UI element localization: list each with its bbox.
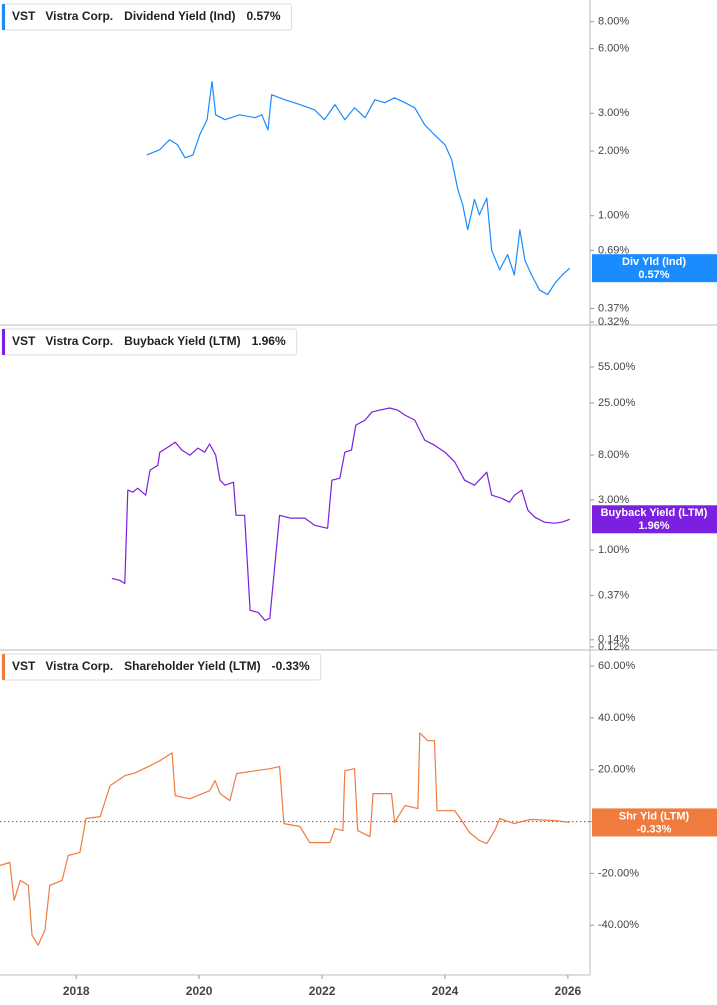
legend: VST Vistra Corp. Buyback Yield (LTM) 1.96% xyxy=(1,328,298,356)
x-tick-label: 2018 xyxy=(63,984,90,998)
value-badge xyxy=(592,505,717,534)
legend-company: Vistra Corp. xyxy=(45,659,113,673)
y-tick-label: 0.14% xyxy=(598,634,629,646)
badge-value: 1.96% xyxy=(638,520,669,532)
y-tick-label: 2.00% xyxy=(598,145,629,157)
y-tick-label: 25.00% xyxy=(598,397,636,409)
y-tick-label: 40.00% xyxy=(598,712,636,724)
legend-value: -0.33% xyxy=(272,659,310,673)
badge-label: Shr Yld (LTM) xyxy=(619,810,690,822)
legend-swatch xyxy=(2,4,5,30)
badge-label: Div Yld (Ind) xyxy=(622,256,686,268)
y-tick-label: 0.37% xyxy=(598,589,629,601)
y-tick-label: 0.12% xyxy=(598,641,629,653)
legend-swatch xyxy=(2,329,5,355)
panel: 55.00% 25.00% 8.00% 3.00% 1.00% 0.37% 0.14%0.1… xyxy=(111,361,717,653)
panel: 60.00%40.00%20.00%0.00%-20.00%-40.00%201… xyxy=(0,660,717,998)
legend-ticker: VST xyxy=(12,659,36,673)
y-tick-label: 0.69% xyxy=(598,244,629,256)
y-tick-label: -20.00% xyxy=(598,867,639,879)
y-tick-label: 8.00% xyxy=(598,449,629,461)
legend-value: 0.57% xyxy=(247,9,281,23)
legend-series: Buyback Yield (LTM) xyxy=(124,334,240,348)
legend-swatch xyxy=(2,654,5,680)
y-tick-label: 3.00% xyxy=(598,107,629,119)
legend-series: Dividend Yield (Ind) xyxy=(124,9,235,23)
y-tick-label: 3.00% xyxy=(598,494,629,506)
y-tick-label: 0.37% xyxy=(598,302,629,314)
y-tick-label: 60.00% xyxy=(598,660,636,672)
y-tick-label: 0.32% xyxy=(598,316,629,328)
y-tick-label: 20.00% xyxy=(598,764,636,776)
y-tick-label: 6.00% xyxy=(598,42,629,54)
y-tick-label: 1.00% xyxy=(598,210,629,222)
legend-ticker: VST xyxy=(12,334,36,348)
legend-value: 1.96% xyxy=(252,334,286,348)
x-tick-label: 2026 xyxy=(555,984,582,998)
value-badge xyxy=(592,808,717,837)
x-tick-label: 2020 xyxy=(186,984,213,998)
series-line xyxy=(146,81,571,296)
y-tick-label: 1.00% xyxy=(598,544,629,556)
y-tick-label: -40.00% xyxy=(598,919,639,931)
legend: VST Vistra Corp. Shareholder Yield (LTM) -0… xyxy=(1,653,322,681)
legend-company: Vistra Corp. xyxy=(45,9,113,23)
panel: 8.00% 6.00% 3.00% 2.00% 1.00% 0.69% 0.37% 0.32%… xyxy=(146,16,717,328)
y-tick-label: 55.00% xyxy=(598,361,636,373)
badge-label: Buyback Yield (LTM) xyxy=(601,507,708,519)
series-line xyxy=(111,407,570,621)
x-tick-label: 2022 xyxy=(309,984,336,998)
legend: VST Vistra Corp. Dividend Yield (Ind) 0.57% xyxy=(1,3,293,31)
legend-company: Vistra Corp. xyxy=(45,334,113,348)
badge-value: -0.33% xyxy=(637,823,672,835)
value-badge xyxy=(592,254,717,283)
legend-series: Shareholder Yield (LTM) xyxy=(124,659,260,673)
x-tick-label: 2024 xyxy=(432,984,459,998)
badge-value: 0.57% xyxy=(638,269,669,281)
series-line xyxy=(0,732,570,946)
y-tick-label: 8.00% xyxy=(598,16,629,28)
legend-ticker: VST xyxy=(12,9,36,23)
